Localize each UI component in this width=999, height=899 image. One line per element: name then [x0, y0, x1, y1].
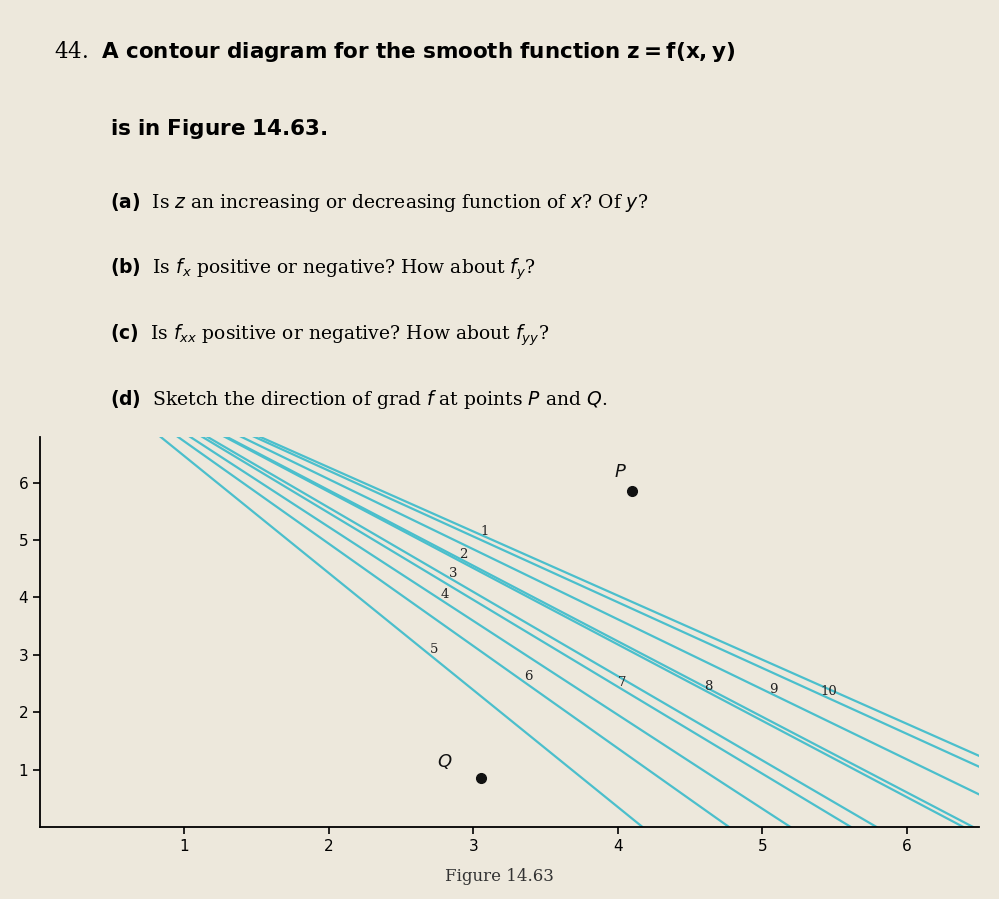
Text: 4: 4	[441, 588, 449, 601]
Text: Figure 14.63: Figure 14.63	[446, 868, 553, 885]
Text: 5: 5	[430, 643, 439, 655]
Text: $\bf{(e)}$  Is grad $f$ longer at $P$ or at $Q$? How do you know?: $\bf{(e)}$ Is grad $f$ longer at $P$ or …	[110, 453, 609, 476]
Text: 1: 1	[481, 525, 489, 538]
Text: $Q$: $Q$	[437, 752, 453, 771]
Text: $\bf{(a)}$  Is $z$ an increasing or decreasing function of $x$? Of $y$?: $\bf{(a)}$ Is $z$ an increasing or decre…	[110, 191, 648, 214]
Text: $P$: $P$	[614, 463, 627, 481]
Text: 10: 10	[820, 684, 837, 698]
Text: $\bf{is\ in\ Figure\ 14.63.}$: $\bf{is\ in\ Figure\ 14.63.}$	[110, 117, 328, 141]
Text: 3: 3	[449, 567, 458, 580]
Text: 6: 6	[523, 670, 532, 683]
Text: 2: 2	[459, 548, 468, 561]
Text: 8: 8	[704, 680, 713, 693]
Text: $\bf{(b)}$  Is $f_x$ positive or negative? How about $f_y$?: $\bf{(b)}$ Is $f_x$ positive or negative…	[110, 256, 536, 282]
Text: 44.  $\bf{A\ contour\ diagram\ for\ the\ smooth\ function}$$\bf{\ z = f(x, y)}$: 44. $\bf{A\ contour\ diagram\ for\ the\ …	[54, 40, 735, 64]
Text: 9: 9	[769, 683, 778, 696]
Text: $\bf{(c)}$  Is $f_{xx}$ positive or negative? How about $f_{yy}$?: $\bf{(c)}$ Is $f_{xx}$ positive or negat…	[110, 322, 549, 348]
Text: 7: 7	[617, 676, 626, 689]
Text: $\bf{(d)}$  Sketch the direction of grad $f$ at points $P$ and $Q$.: $\bf{(d)}$ Sketch the direction of grad …	[110, 387, 607, 411]
